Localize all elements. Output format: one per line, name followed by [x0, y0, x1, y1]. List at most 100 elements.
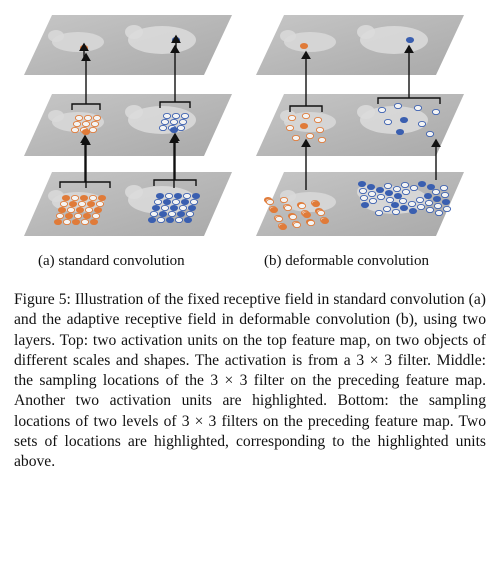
sampling-point [180, 112, 190, 120]
sampling-point [176, 210, 186, 218]
sampling-point [178, 204, 188, 212]
sampling-point [423, 192, 433, 200]
sampling-point [95, 200, 105, 208]
sheep-silhouette [128, 186, 196, 214]
sampling-point [164, 192, 174, 200]
sampling-point [171, 198, 181, 206]
sampling-point [86, 200, 96, 208]
sampling-point [71, 218, 81, 226]
sampling-point [155, 192, 165, 200]
sampling-point [278, 223, 288, 231]
sampling-point [70, 194, 80, 202]
sampling-point [79, 194, 89, 202]
sampling-point [288, 213, 298, 221]
sampling-point [377, 106, 387, 114]
sampling-point [431, 188, 441, 196]
arrows-a [59, 34, 197, 188]
lamb-head [48, 190, 64, 202]
sampling-point [287, 114, 297, 122]
sampling-points-b [263, 36, 452, 231]
sampling-point [399, 116, 409, 124]
sampling-point [398, 197, 408, 205]
sampling-point [357, 180, 367, 188]
sampling-point [169, 118, 179, 126]
sampling-point [162, 198, 172, 206]
subfigure-label-a: (a) standard convolution [38, 253, 185, 269]
sampling-point [84, 206, 94, 214]
sampling-point [158, 124, 168, 132]
lamb-silhouette [52, 32, 104, 52]
sampling-point [74, 114, 84, 122]
sampling-point [182, 192, 192, 200]
sampling-point [367, 190, 377, 198]
sampling-point [408, 207, 418, 215]
sampling-point [160, 204, 170, 212]
sampling-point [441, 198, 451, 206]
sampling-point [440, 191, 450, 199]
sampling-point [401, 188, 411, 196]
sampling-point [405, 36, 415, 44]
sampling-point [315, 126, 325, 134]
sampling-point [55, 212, 65, 220]
sampling-point [317, 136, 327, 144]
sampling-point [299, 42, 309, 50]
sampling-point [415, 196, 425, 204]
figure-caption: Figure 5: Illustration of the fixed rece… [14, 291, 486, 471]
sampling-point [147, 216, 157, 224]
sampling-point [81, 120, 91, 128]
sampling-point [61, 194, 71, 202]
sampling-point [393, 102, 403, 110]
sampling-point [316, 209, 326, 217]
sampling-point [160, 118, 170, 126]
sheep-head [125, 105, 143, 119]
sampling-point [92, 114, 102, 122]
sampling-point [285, 124, 295, 132]
sampling-point [407, 200, 417, 208]
sampling-point [368, 197, 378, 205]
sampling-point [424, 199, 434, 207]
sampling-point [149, 210, 159, 218]
panel-a [24, 15, 232, 236]
sampling-point [176, 124, 186, 132]
sampling-point [89, 218, 99, 226]
sampling-point [75, 206, 85, 214]
sampling-point [366, 183, 376, 191]
sampling-point [77, 200, 87, 208]
sampling-point [265, 198, 275, 206]
panel-b [256, 15, 464, 236]
sheep-head [357, 105, 375, 119]
sampling-point [189, 198, 199, 206]
sampling-point [269, 206, 279, 214]
sampling-point [167, 210, 177, 218]
sampling-point [383, 182, 393, 190]
sampling-point [88, 126, 98, 134]
sampling-point [442, 205, 452, 213]
sampling-point [395, 128, 405, 136]
sampling-point [434, 209, 444, 217]
sampling-point [93, 206, 103, 214]
sampling-point [439, 184, 449, 192]
lamb-silhouette [284, 112, 336, 132]
sampling-point [57, 206, 67, 214]
sampling-point [292, 221, 302, 229]
sampling-point [385, 196, 395, 204]
sampling-point [151, 204, 161, 212]
sheep-head [125, 25, 143, 39]
sampling-point [311, 200, 321, 208]
subfigure-label-b: (b) deformable convolution [264, 253, 429, 269]
sampling-point [376, 193, 386, 201]
sheep-silhouette [360, 106, 428, 134]
arrows-b [289, 44, 441, 190]
sampling-point [88, 194, 98, 202]
sampling-point [59, 200, 69, 208]
sampling-point [299, 122, 309, 130]
sampling-point [171, 112, 181, 120]
sampling-point [53, 218, 63, 226]
lamb-silhouette [284, 192, 336, 212]
sampling-point [169, 204, 179, 212]
sampling-point [291, 134, 301, 142]
sampling-point [72, 120, 82, 128]
sampling-point [83, 114, 93, 122]
sampling-point [306, 219, 316, 227]
sampling-point [91, 212, 101, 220]
